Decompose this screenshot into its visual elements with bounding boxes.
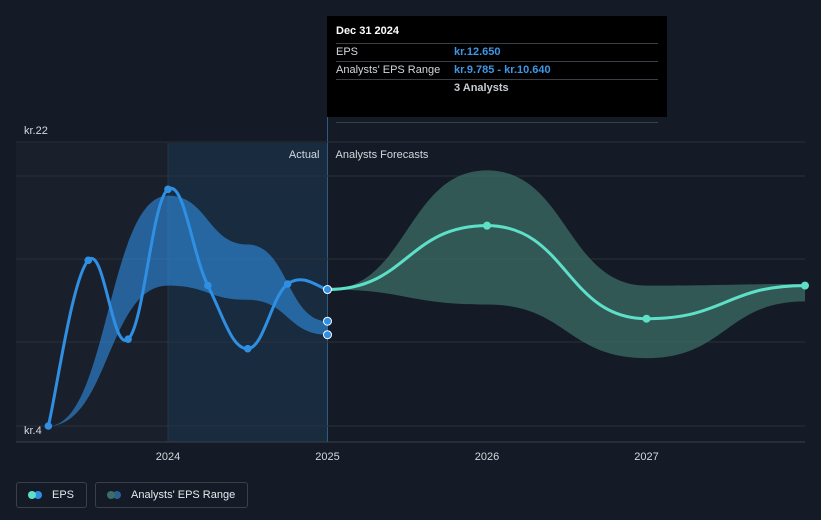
range-legend-icon [107, 491, 123, 499]
chart-legend: EPS Analysts' EPS Range [16, 482, 249, 508]
tooltip-range-label: Analysts' EPS Range [336, 64, 441, 76]
tooltip-range-value: kr.9.785 - kr.10.640 [454, 64, 551, 76]
tooltip-eps-label: EPS [336, 46, 359, 58]
eps-point-0 [44, 422, 53, 430]
eps-point-2 [124, 335, 132, 344]
range-area-0 [48, 195, 328, 426]
tooltip-analysts-count: 3 Analysts [454, 82, 509, 94]
legend-eps-label: EPS [52, 489, 75, 501]
tooltip-range-row: Analysts' EPS Range kr.9.785 - kr.10.640 [336, 61, 658, 79]
range-area-1 [327, 170, 805, 359]
eps-range-point-1 [323, 330, 332, 340]
eps-point-3 [164, 185, 172, 194]
eps-point-4 [204, 281, 212, 290]
legend-range-label: Analysts' EPS Range [131, 489, 236, 501]
x-tick-2026: 2026 [475, 451, 499, 463]
eps-point-6 [283, 280, 292, 288]
forecast-point-1 [483, 221, 491, 230]
eps-range-point-0 [323, 316, 332, 326]
x-axis-ticks: 2024 2025 2026 2027 [156, 451, 659, 463]
eps-legend-icon [28, 491, 44, 499]
y-axis-top-label: kr.22 [24, 125, 48, 137]
legend-eps-button[interactable]: EPS [16, 482, 88, 508]
legend-range-button[interactable]: Analysts' EPS Range [95, 482, 249, 508]
series-points [44, 185, 809, 430]
forecast-point-3 [801, 281, 809, 290]
x-tick-2024: 2024 [156, 451, 180, 463]
eps-point-7 [323, 285, 332, 295]
tooltip-panel: Dec 31 2024 EPS kr.12.650 Analysts' EPS … [327, 16, 667, 123]
tooltip-eps-row: EPS kr.12.650 [336, 43, 658, 61]
tooltip-date: Dec 31 2024 [336, 25, 399, 37]
x-tick-2027: 2027 [634, 451, 658, 463]
eps-point-5 [243, 344, 252, 353]
gridlines [16, 141, 805, 443]
eps-point-1 [84, 256, 93, 265]
x-tick-2025: 2025 [315, 451, 339, 463]
forecast-point-2 [642, 314, 651, 323]
tooltip-eps-value: kr.12.650 [454, 46, 501, 58]
range-areas [48, 170, 805, 426]
eps-forecast-line [327, 224, 806, 321]
y-axis-bottom-label: kr.4 [24, 425, 42, 437]
forecast-region-label: Analysts Forecasts [336, 149, 429, 161]
tooltip-analysts-row: 3 Analysts [336, 79, 658, 123]
actual-region-label: Actual [289, 149, 320, 161]
